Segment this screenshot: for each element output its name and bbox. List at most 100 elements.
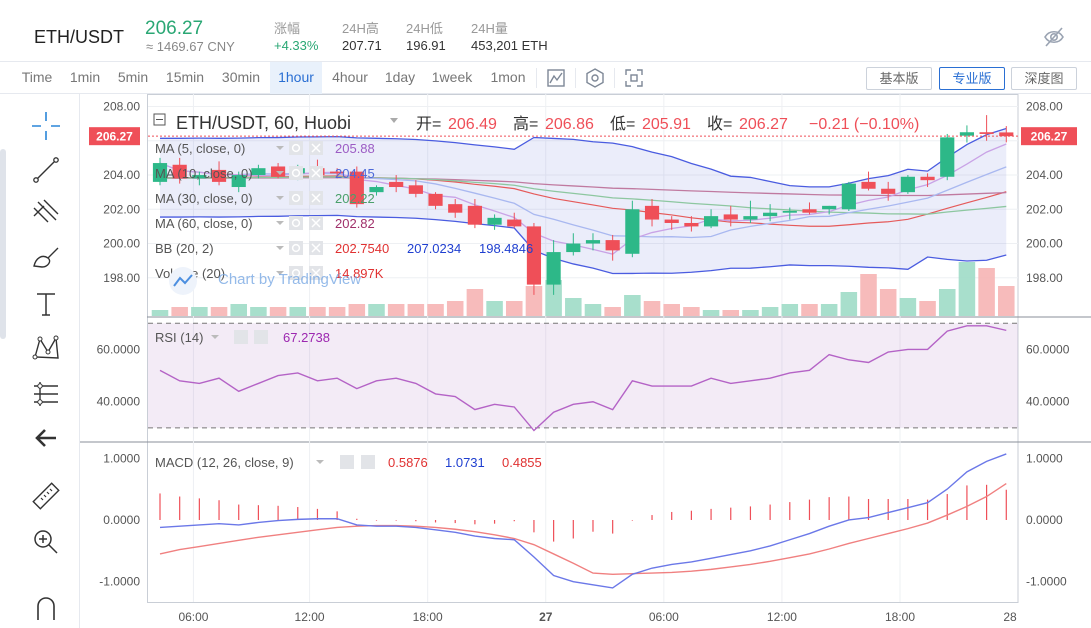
candle-body[interactable] bbox=[723, 214, 738, 220]
candle-body[interactable] bbox=[211, 169, 227, 182]
price-chart[interactable]: 208.00208.00206.00206.00204.00204.00202.… bbox=[80, 94, 1091, 628]
candle-body[interactable] bbox=[389, 181, 404, 188]
candle-body[interactable] bbox=[152, 163, 168, 182]
candle-body[interactable] bbox=[428, 193, 443, 206]
collapse-icon[interactable] bbox=[153, 113, 166, 126]
interval-tab-15min[interactable]: 15min bbox=[165, 69, 205, 85]
interval-tab-1min[interactable]: 1min bbox=[69, 69, 101, 85]
back-arrow-icon[interactable] bbox=[28, 420, 64, 456]
study-settings-icon[interactable] bbox=[289, 141, 303, 155]
macd-legend-value: 1.0731 bbox=[445, 455, 485, 470]
interval-tab-1week[interactable]: 1week bbox=[431, 69, 473, 85]
candle-body[interactable] bbox=[349, 171, 364, 205]
view-button-1[interactable]: 专业版 bbox=[939, 67, 1005, 90]
candle-body[interactable] bbox=[782, 210, 797, 213]
eye-off-icon[interactable] bbox=[1042, 25, 1066, 49]
candle-body[interactable] bbox=[605, 240, 620, 251]
prediction-icon[interactable] bbox=[28, 376, 64, 412]
study-dropdown-icon[interactable] bbox=[276, 271, 284, 275]
candle-body[interactable] bbox=[330, 171, 345, 174]
study-dropdown-icon[interactable] bbox=[276, 246, 284, 250]
candle-body[interactable] bbox=[841, 183, 856, 210]
candle-body[interactable] bbox=[644, 205, 660, 220]
ruler-icon[interactable] bbox=[28, 478, 64, 514]
candle-body[interactable] bbox=[743, 216, 758, 220]
zoom-in-icon[interactable] bbox=[28, 524, 64, 560]
candle-body[interactable] bbox=[251, 168, 266, 176]
rsi-close-icon[interactable] bbox=[254, 330, 268, 344]
text-icon[interactable] bbox=[28, 286, 64, 322]
candle-body[interactable] bbox=[822, 205, 837, 210]
candle-body[interactable] bbox=[172, 164, 187, 179]
view-button-0[interactable]: 基本版 bbox=[866, 67, 932, 90]
interval-tab-1day[interactable]: 1day bbox=[384, 69, 416, 85]
rsi-dropdown-icon[interactable] bbox=[211, 335, 219, 339]
x-tick-label: 28 bbox=[1003, 610, 1017, 624]
magnet-icon[interactable] bbox=[28, 590, 64, 626]
candle-body[interactable] bbox=[920, 176, 935, 181]
rsi-legend-value: 67.2738 bbox=[283, 330, 330, 345]
interval-tab-30min[interactable]: 30min bbox=[221, 69, 261, 85]
pitchfork-icon[interactable] bbox=[28, 194, 64, 230]
candle-body[interactable] bbox=[979, 132, 994, 134]
interval-tab-time[interactable]: Time bbox=[21, 69, 53, 85]
candle-body[interactable] bbox=[625, 209, 640, 254]
rsi-legend-label: RSI (14) bbox=[155, 330, 203, 345]
macd-pane[interactable] bbox=[159, 453, 1007, 589]
fullscreen-icon[interactable] bbox=[621, 66, 647, 90]
volume-bar bbox=[565, 298, 582, 316]
pattern-icon[interactable] bbox=[28, 330, 64, 366]
candle-body[interactable] bbox=[369, 187, 384, 193]
candle-body[interactable] bbox=[507, 219, 522, 227]
candle-body[interactable] bbox=[763, 212, 778, 217]
study-dropdown-icon[interactable] bbox=[276, 196, 284, 200]
study-settings-icon[interactable] bbox=[289, 241, 303, 255]
study-dropdown-icon[interactable] bbox=[276, 171, 284, 175]
candle-body[interactable] bbox=[703, 216, 719, 227]
chart-type-icon[interactable] bbox=[543, 66, 569, 90]
trend-line-icon[interactable] bbox=[28, 152, 64, 188]
tool-scrollbar[interactable] bbox=[0, 149, 6, 339]
candle-body[interactable] bbox=[684, 222, 699, 227]
candle-body[interactable] bbox=[959, 132, 975, 136]
candle-body[interactable] bbox=[526, 226, 542, 285]
candle-body[interactable] bbox=[900, 176, 915, 193]
macd-dropdown-icon[interactable] bbox=[316, 460, 324, 464]
pair-name[interactable]: ETH/USDT bbox=[34, 27, 124, 47]
candle-body[interactable] bbox=[231, 175, 246, 188]
study-settings-icon[interactable] bbox=[289, 166, 303, 180]
candle-body[interactable] bbox=[448, 204, 463, 213]
study-dropdown-icon[interactable] bbox=[276, 221, 284, 225]
indicator-settings-icon[interactable] bbox=[582, 66, 608, 90]
candle-body[interactable] bbox=[566, 243, 581, 253]
candle-body[interactable] bbox=[664, 219, 679, 223]
interval-tab-4hour[interactable]: 4hour bbox=[332, 69, 368, 85]
candle-body[interactable] bbox=[585, 240, 601, 244]
macd-close-icon[interactable] bbox=[361, 455, 375, 469]
candle-body[interactable] bbox=[881, 188, 896, 194]
candle-body[interactable] bbox=[467, 205, 482, 225]
view-button-2[interactable]: 深度图 bbox=[1011, 67, 1077, 90]
study-settings-icon[interactable] bbox=[289, 191, 303, 205]
crosshair-icon[interactable] bbox=[28, 108, 64, 144]
interval-tab-5min[interactable]: 5min bbox=[117, 69, 149, 85]
rsi-settings-icon[interactable] bbox=[234, 330, 248, 344]
study-settings-icon[interactable] bbox=[289, 266, 303, 280]
candle-body[interactable] bbox=[192, 175, 207, 179]
candle-body[interactable] bbox=[940, 137, 955, 177]
candle-body[interactable] bbox=[802, 209, 817, 213]
legend-dropdown-icon[interactable] bbox=[390, 118, 398, 123]
main-pane[interactable] bbox=[148, 115, 1018, 316]
interval-tab-1mon[interactable]: 1mon bbox=[490, 69, 526, 85]
candle-body[interactable] bbox=[861, 181, 876, 189]
brush-icon[interactable] bbox=[28, 240, 64, 276]
candle-body[interactable] bbox=[546, 252, 561, 285]
macd-settings-icon[interactable] bbox=[340, 455, 354, 469]
candle-body[interactable] bbox=[408, 185, 423, 194]
study-dropdown-icon[interactable] bbox=[276, 146, 284, 150]
candle-body[interactable] bbox=[487, 217, 502, 225]
candle-body[interactable] bbox=[999, 132, 1014, 137]
rsi-pane[interactable] bbox=[148, 322, 1018, 432]
study-settings-icon[interactable] bbox=[289, 216, 303, 230]
interval-tab-1hour[interactable]: 1hour bbox=[270, 62, 322, 94]
